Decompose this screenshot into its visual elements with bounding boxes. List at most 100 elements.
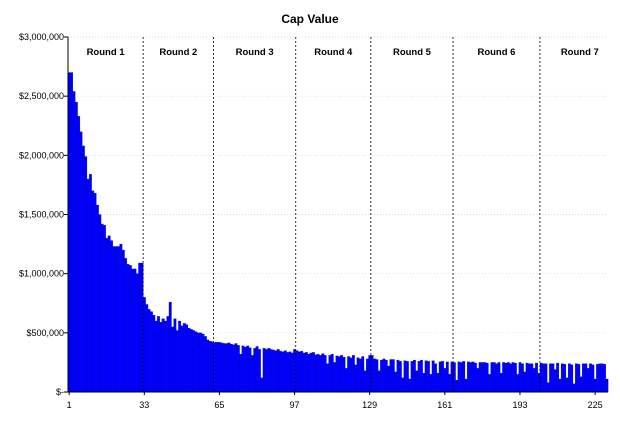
bar [558,378,562,393]
bar [586,368,590,393]
bar [222,343,226,393]
x-tick-label: 97 [290,400,300,410]
bar [288,351,292,393]
bar [349,357,353,393]
bar [173,318,177,393]
round-label: Round 6 [477,47,515,58]
bar [70,72,73,393]
bar [96,204,99,393]
bar [260,377,264,393]
bar [98,214,102,393]
bar [279,351,282,393]
round-label: Round 2 [159,47,197,58]
bar [218,342,221,393]
bar [403,360,407,393]
bar [455,380,459,393]
bar [532,368,536,393]
bar [79,131,83,393]
bar [246,345,250,393]
bar [276,349,280,393]
bar [232,344,236,393]
bar [549,363,552,393]
bar [476,368,480,393]
bar [199,332,203,393]
bar [229,343,233,393]
round-label: Round 4 [314,47,353,58]
bar [319,355,322,393]
bar [164,320,167,393]
bar [457,361,461,393]
bar [518,362,522,393]
y-tick-label: $2,500,000 [19,91,64,101]
bar [121,249,125,393]
bar [248,347,252,393]
bar [535,362,538,393]
bar [577,364,581,393]
bar [363,370,367,393]
bar [168,301,172,393]
bar [305,352,308,393]
bar [356,357,360,393]
bar [227,342,231,393]
bar [495,363,498,393]
bar [502,362,506,393]
bar [563,364,567,393]
bar [131,268,135,393]
bar [290,352,294,393]
bar [297,351,301,393]
bar [175,330,179,393]
bar [589,363,592,393]
bar [575,363,578,393]
bars [67,72,609,393]
bar [394,371,398,393]
bar [272,349,275,393]
bar [546,382,550,393]
bar [359,358,362,393]
bar [72,91,76,393]
bar [478,362,482,393]
bar [300,351,304,393]
bar [485,362,489,393]
bar [492,362,496,393]
bar [542,363,545,393]
bar [220,342,224,393]
bar [117,246,120,393]
bar [373,358,376,393]
y-tick-label: $1,500,000 [19,210,64,220]
x-tick-label: 225 [588,400,603,410]
bar [504,362,508,393]
round-label: Round 5 [393,47,432,58]
bar [422,372,426,393]
bar [283,350,287,393]
bar [103,225,106,393]
bar [251,355,254,393]
bar [185,324,189,393]
y-tick-label: $- [56,387,64,397]
bar [483,362,487,393]
bar [204,336,207,393]
bar [316,354,320,393]
bar [347,356,351,393]
bar [560,363,564,393]
bar [375,359,379,393]
bar [241,345,245,393]
bar [159,322,163,393]
bar [506,362,510,393]
bar [255,346,259,393]
y-tick-label: $500,000 [26,328,64,338]
bar [157,316,160,393]
bar [302,352,306,393]
bar [286,352,290,393]
bar [152,314,156,393]
bar [312,352,315,393]
bar [488,374,491,393]
bar [474,362,477,393]
bar [201,333,205,393]
chart-title: Cap Value [281,12,339,26]
bar [377,370,381,393]
bar [424,360,428,393]
bar [448,374,452,393]
bar [462,361,466,393]
x-tick-label: 1 [67,400,72,410]
